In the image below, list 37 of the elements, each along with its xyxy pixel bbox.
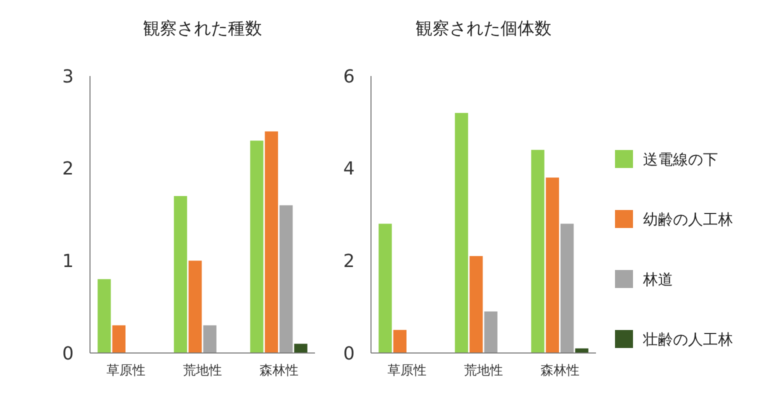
x-tick-label: 草原性 <box>106 364 146 379</box>
legend-label: 幼齢の人工林 <box>643 210 733 228</box>
bar <box>294 344 308 353</box>
y-tick-label: 0 <box>343 343 355 364</box>
bar <box>470 256 483 353</box>
bar <box>484 311 498 353</box>
y-tick-label: 2 <box>343 250 355 272</box>
bar <box>280 205 293 353</box>
bar <box>98 279 111 353</box>
bar <box>188 260 202 353</box>
bar <box>560 224 574 353</box>
x-tick-label: 草原性 <box>388 364 427 379</box>
y-tick-label: 0 <box>62 343 74 364</box>
chart-title: 観察された種数 <box>143 19 262 39</box>
legend-label: 壮齢の人工林 <box>642 330 733 348</box>
bar <box>112 325 126 353</box>
bar <box>393 330 406 353</box>
x-tick-label: 森林性 <box>259 364 298 379</box>
y-tick-label: 1 <box>62 250 74 272</box>
legend-label: 林道 <box>642 270 673 288</box>
bar <box>546 178 560 353</box>
chart-title: 観察された個体数 <box>416 19 552 39</box>
x-tick-label: 荒地性 <box>464 364 503 379</box>
y-tick-label: 3 <box>62 66 74 88</box>
bar <box>531 150 544 353</box>
bar <box>264 131 278 353</box>
bar <box>250 140 264 353</box>
y-tick-label: 2 <box>62 158 74 180</box>
y-tick-label: 4 <box>343 158 355 180</box>
bar <box>378 224 392 353</box>
bar <box>174 196 188 353</box>
x-tick-label: 荒地性 <box>183 364 222 379</box>
bar <box>203 325 216 353</box>
bar <box>454 112 468 353</box>
y-tick-label: 6 <box>343 66 355 88</box>
x-tick-label: 森林性 <box>540 364 580 379</box>
legend-label: 送電線の下 <box>643 150 718 168</box>
